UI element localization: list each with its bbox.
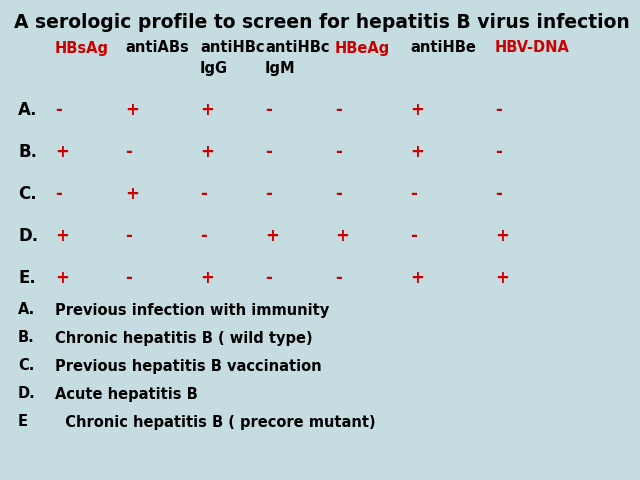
- Text: -: -: [410, 185, 417, 203]
- Text: -: -: [265, 101, 272, 119]
- Text: A.: A.: [18, 302, 35, 317]
- Text: +: +: [410, 269, 424, 287]
- Text: antiHBc: antiHBc: [200, 40, 264, 56]
- Text: B.: B.: [18, 143, 37, 161]
- Text: -: -: [410, 227, 417, 245]
- Text: HBV-DNA: HBV-DNA: [495, 40, 570, 56]
- Text: -: -: [55, 101, 62, 119]
- Text: Previous infection with immunity: Previous infection with immunity: [55, 302, 329, 317]
- Text: A serologic profile to screen for hepatitis B virus infection: A serologic profile to screen for hepati…: [14, 12, 630, 32]
- Text: Acute hepatitis B: Acute hepatitis B: [55, 386, 198, 401]
- Text: -: -: [495, 143, 502, 161]
- Text: -: -: [55, 185, 62, 203]
- Text: C.: C.: [18, 359, 35, 373]
- Text: +: +: [125, 185, 139, 203]
- Text: -: -: [200, 185, 207, 203]
- Text: +: +: [200, 143, 214, 161]
- Text: -: -: [200, 227, 207, 245]
- Text: -: -: [495, 185, 502, 203]
- Text: HBeAg: HBeAg: [335, 40, 390, 56]
- Text: antiHBe: antiHBe: [410, 40, 476, 56]
- Text: E: E: [18, 415, 28, 430]
- Text: +: +: [125, 101, 139, 119]
- Text: +: +: [335, 227, 349, 245]
- Text: Previous hepatitis B vaccination: Previous hepatitis B vaccination: [55, 359, 322, 373]
- Text: +: +: [200, 101, 214, 119]
- Text: -: -: [335, 269, 342, 287]
- Text: +: +: [410, 101, 424, 119]
- Text: +: +: [495, 227, 509, 245]
- Text: B.: B.: [18, 331, 35, 346]
- Text: +: +: [55, 227, 69, 245]
- Text: +: +: [55, 269, 69, 287]
- Text: -: -: [265, 185, 272, 203]
- Text: -: -: [335, 143, 342, 161]
- Text: C.: C.: [18, 185, 36, 203]
- Text: Chronic hepatitis B ( precore mutant): Chronic hepatitis B ( precore mutant): [55, 415, 376, 430]
- Text: -: -: [125, 227, 132, 245]
- Text: -: -: [335, 101, 342, 119]
- Text: +: +: [495, 269, 509, 287]
- Text: +: +: [265, 227, 279, 245]
- Text: +: +: [410, 143, 424, 161]
- Text: -: -: [125, 143, 132, 161]
- Text: +: +: [55, 143, 69, 161]
- Text: D.: D.: [18, 227, 38, 245]
- Text: -: -: [265, 269, 272, 287]
- Text: Chronic hepatitis B ( wild type): Chronic hepatitis B ( wild type): [55, 331, 312, 346]
- Text: IgM: IgM: [265, 60, 296, 75]
- Text: IgG: IgG: [200, 60, 228, 75]
- Text: -: -: [335, 185, 342, 203]
- Text: +: +: [200, 269, 214, 287]
- Text: antiABs: antiABs: [125, 40, 189, 56]
- Text: -: -: [125, 269, 132, 287]
- Text: antiHBc: antiHBc: [265, 40, 330, 56]
- Text: D.: D.: [18, 386, 36, 401]
- Text: -: -: [495, 101, 502, 119]
- Text: -: -: [265, 143, 272, 161]
- Text: HBsAg: HBsAg: [55, 40, 109, 56]
- Text: E.: E.: [18, 269, 36, 287]
- Text: A.: A.: [18, 101, 38, 119]
